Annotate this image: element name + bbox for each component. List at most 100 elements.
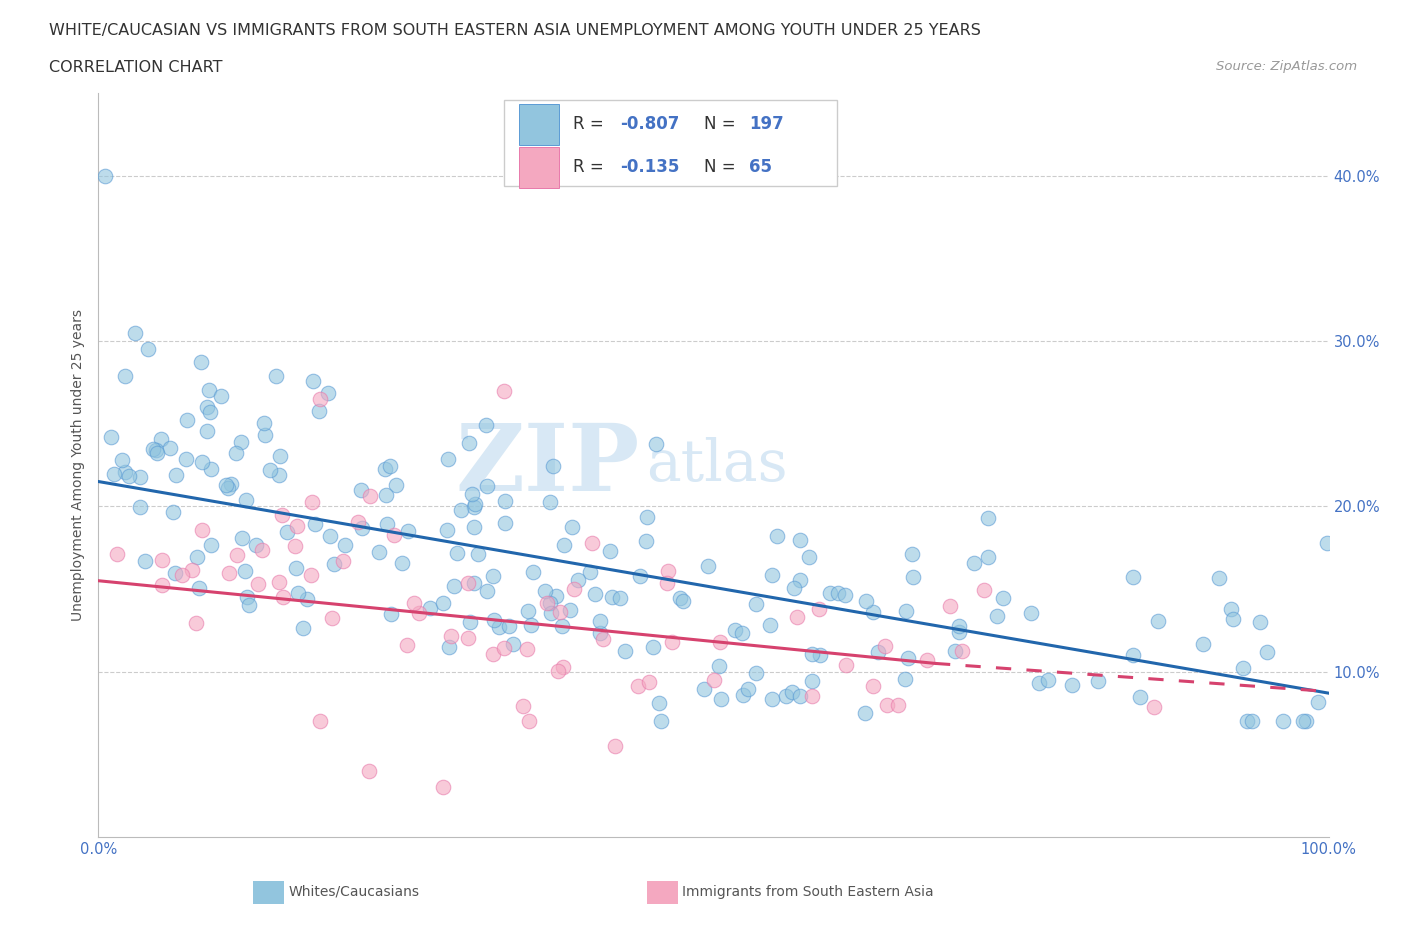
Point [709,658,731,673]
Point [231,435,253,450]
Text: Source: ZipAtlas.com: Source: ZipAtlas.com [1216,60,1357,73]
Point [669,591,692,605]
Point [520,618,543,632]
Point [977,511,1000,525]
Point [808,647,831,662]
Point [93,168,115,183]
Point [948,618,970,633]
Point [458,615,481,630]
Point [218,565,240,580]
Point [534,584,557,599]
Point [1241,714,1264,729]
Point [1060,677,1083,692]
Point [789,688,811,703]
Point [868,644,890,659]
Point [321,610,343,625]
Point [186,550,208,565]
Point [915,653,938,668]
Point [693,682,716,697]
Point [1028,676,1050,691]
Point [494,516,516,531]
Point [827,585,849,600]
Text: atlas: atlas [645,437,787,493]
Point [184,615,207,630]
Point [374,461,396,476]
Point [636,510,658,525]
Point [540,605,562,620]
Point [731,687,754,702]
Point [939,599,962,614]
Point [761,567,783,582]
Point [437,639,460,654]
Point [309,714,332,729]
Point [801,689,824,704]
Point [259,462,281,477]
Point [382,527,405,542]
Point [745,596,768,611]
Point [440,629,463,644]
Point [697,559,720,574]
Point [1129,689,1152,704]
Point [475,418,498,432]
Point [645,436,668,451]
Point [235,492,257,507]
Point [437,451,460,466]
Point [176,413,198,428]
Point [396,524,419,538]
Point [766,528,789,543]
Point [1222,612,1244,627]
Point [299,567,322,582]
Point [287,585,309,600]
Point [494,493,516,508]
Point [583,587,606,602]
Point [195,399,218,414]
Point [150,578,173,593]
Point [900,547,922,562]
Point [100,430,122,445]
Point [894,604,917,618]
Text: ZIP: ZIP [456,420,640,510]
Point [114,465,136,480]
Point [1316,536,1339,551]
Point [737,682,759,697]
Point [1306,695,1329,710]
Point [191,454,214,469]
Point [547,664,569,679]
Point [463,576,485,591]
Point [461,486,484,501]
Point [253,428,276,443]
Point [626,679,648,694]
Point [581,536,603,551]
Point [231,531,253,546]
FancyBboxPatch shape [505,100,837,186]
Point [797,550,820,565]
Point [897,651,920,666]
Point [142,442,165,457]
Point [963,556,986,571]
Point [661,635,683,650]
Point [475,584,498,599]
Point [375,488,398,503]
Point [498,618,520,633]
Point [761,692,783,707]
Point [276,525,298,539]
Point [246,577,269,591]
Point [134,553,156,568]
Point [492,641,515,656]
Point [333,538,356,552]
Point [862,678,884,693]
Text: Whites/Caucasians: Whites/Caucasians [288,884,419,899]
Point [226,547,249,562]
Point [780,684,803,699]
Point [482,613,505,628]
Point [188,581,211,596]
Point [350,521,373,536]
Point [271,507,294,522]
Point [1146,613,1168,628]
Point [350,483,373,498]
Point [195,423,218,438]
Point [862,604,884,619]
Point [730,625,752,640]
Text: -0.135: -0.135 [620,158,679,176]
Point [901,569,924,584]
